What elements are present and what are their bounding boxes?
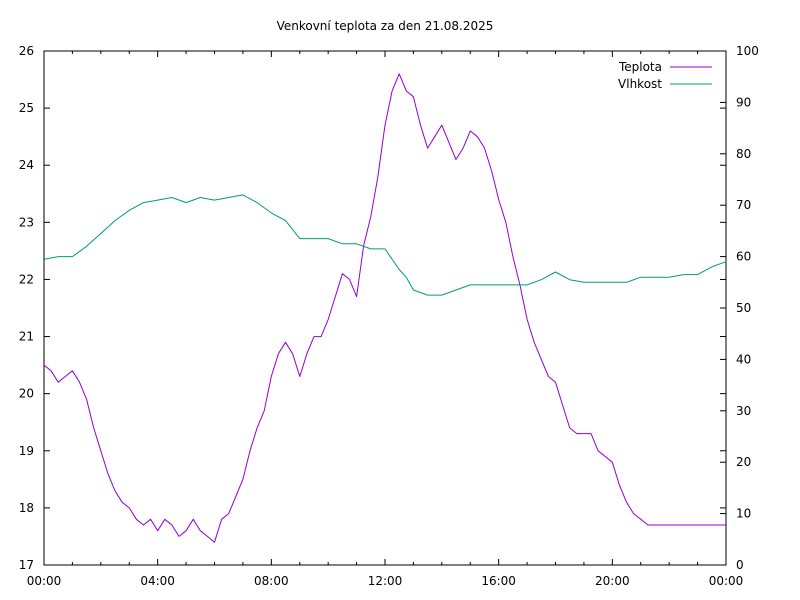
right-tick-label: 30 [736, 404, 751, 418]
right-axis-ticks: 0 10 20 30 40 50 60 70 80 90 100 [720, 44, 759, 572]
left-tick-label: 18 [19, 501, 34, 515]
chart-title: Venkovní teplota za den 21.08.2025 [277, 19, 494, 33]
x-axis-ticks: 00:00 04:00 08:00 12:00 16:00 20:00 00:00 [27, 51, 744, 588]
right-tick-label: 0 [736, 558, 744, 572]
series-layer [43, 73, 727, 543]
legend-label-teplota: Teplota [618, 60, 662, 74]
legend: Teplota Vlhkost [618, 60, 712, 91]
left-tick-label: 24 [19, 158, 34, 172]
left-tick-label: 20 [19, 387, 34, 401]
x-tick-label: 04:00 [140, 574, 175, 588]
right-tick-label: 10 [736, 507, 751, 521]
left-tick-label: 26 [19, 44, 34, 58]
legend-label-vlhkost: Vlhkost [618, 77, 662, 91]
right-tick-label: 70 [736, 198, 751, 212]
right-tick-label: 60 [736, 250, 751, 264]
right-tick-label: 20 [736, 455, 751, 469]
x-tick-label: 16:00 [481, 574, 516, 588]
series-line-teplota [43, 73, 726, 543]
left-tick-label: 23 [19, 215, 34, 229]
left-tick-label: 17 [19, 558, 34, 572]
series-line-vlhkost [43, 194, 727, 296]
left-tick-label: 22 [19, 272, 34, 286]
x-tick-label: 08:00 [254, 574, 289, 588]
left-tick-label: 25 [19, 101, 34, 115]
right-tick-label: 100 [736, 44, 759, 58]
right-tick-label: 90 [736, 95, 751, 109]
left-axis-ticks: 17 18 19 20 21 22 23 24 25 26 [19, 44, 726, 572]
right-tick-label: 80 [736, 147, 751, 161]
x-tick-label: 12:00 [368, 574, 403, 588]
left-tick-label: 19 [19, 444, 34, 458]
right-tick-label: 40 [736, 352, 751, 366]
left-tick-label: 21 [19, 330, 34, 344]
right-tick-label: 50 [736, 301, 751, 315]
x-tick-label: 20:00 [595, 574, 630, 588]
x-tick-label: 00:00 [709, 574, 744, 588]
x-tick-label: 00:00 [27, 574, 62, 588]
